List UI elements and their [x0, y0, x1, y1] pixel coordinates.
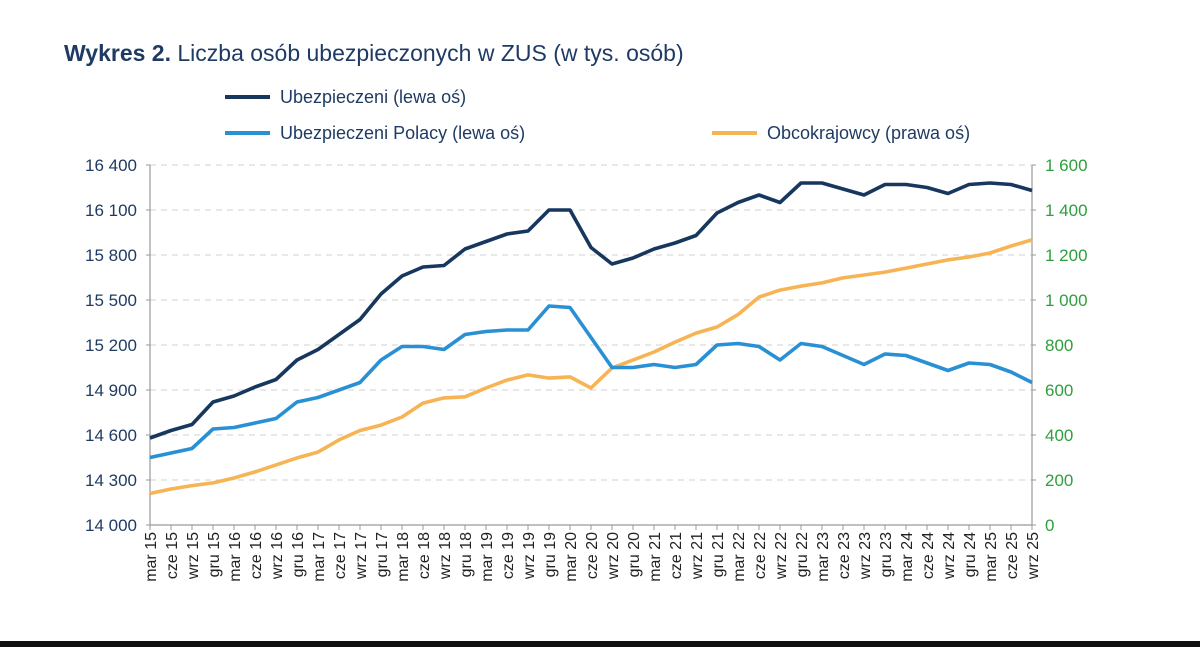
axes: 14 000 0 14 300 200 14 600 400 14 900 600 15 200…: [85, 156, 1088, 582]
x-axis-tick-label: gru 16: [290, 532, 307, 577]
x-axis-tick-label: wrz 24: [941, 532, 958, 580]
x-axis-tick-label: gru 21: [710, 532, 727, 577]
x-axis-tick-label: cze 21: [668, 532, 685, 579]
legend-label-series-ubezpieczeni: Ubezpieczeni (lewa oś): [280, 87, 466, 107]
x-axis-tick-label: cze 20: [584, 532, 601, 579]
x-axis-tick-label: gru 20: [626, 532, 643, 577]
x-axis-tick-label: mar 16: [227, 532, 244, 582]
left-axis-tick-label: 14 900: [85, 381, 137, 400]
x-axis-tick-label: wrz 20: [605, 532, 622, 580]
series-obcokrajowcy-line: [149, 238, 1033, 496]
x-axis-tick-label: gru 15: [206, 532, 223, 577]
series-polacy-group: [149, 304, 1033, 460]
left-axis-tick-label: 14 600: [85, 426, 137, 445]
x-axis-tick-label: mar 24: [899, 532, 916, 582]
right-axis-tick-label: 1 200: [1045, 246, 1088, 265]
x-axis-tick-label: cze 16: [248, 532, 265, 579]
gridlines: [150, 164, 1032, 481]
chart-title-text: Liczba osób ubezpieczonych w ZUS (w tys.…: [170, 40, 684, 66]
left-axis-tick-label: 14 000: [85, 516, 137, 535]
x-axis-tick-label: gru 17: [374, 532, 391, 577]
x-axis-tick-label: mar 17: [311, 532, 328, 582]
right-axis-tick-label: 0: [1045, 516, 1054, 535]
x-axis-tick-label: mar 20: [563, 532, 580, 582]
right-axis-tick-label: 200: [1045, 471, 1073, 490]
x-axis-tick-label: wrz 15: [185, 532, 202, 580]
x-axis-tick-label: wrz 19: [521, 532, 538, 580]
x-axis-tick-label: wrz 25: [1025, 532, 1042, 580]
x-axis-tick-label: mar 23: [815, 532, 832, 582]
x-axis-tick-label: cze 19: [500, 532, 517, 579]
x-axis-tick-label: gru 18: [458, 532, 475, 577]
x-axis-tick-label: wrz 23: [857, 532, 874, 580]
x-axis-tick-label: mar 25: [983, 532, 1000, 582]
x-axis-tick-label: wrz 21: [689, 532, 706, 580]
right-axis-tick-label: 1 600: [1045, 156, 1088, 175]
x-axis-tick-label: cze 15: [164, 532, 181, 579]
left-axis-tick-label: 15 500: [85, 291, 137, 310]
x-axis-tick-label: wrz 16: [269, 532, 286, 580]
x-axis-tick-label: mar 19: [479, 532, 496, 582]
chart-title-prefix: Wykres 2.: [64, 40, 171, 66]
series-obcokrajowcy-group: [149, 238, 1033, 496]
series-ubezpieczeni-line: [149, 181, 1033, 440]
x-axis-tick-label: cze 22: [752, 532, 769, 579]
x-axis-tick-label: gru 24: [962, 532, 979, 577]
legend-label-series-polacy: Ubezpieczeni Polacy (lewa oś): [280, 123, 525, 143]
series-lines: [149, 181, 1033, 496]
x-axis-tick-label: mar 15: [143, 532, 160, 582]
left-axis-tick-label: 16 400: [85, 156, 137, 175]
left-axis-tick-label: 15 800: [85, 246, 137, 265]
x-axis-tick-label: wrz 18: [437, 532, 454, 580]
right-axis-tick-label: 1 400: [1045, 201, 1088, 220]
x-axis-tick-label: cze 25: [1004, 532, 1021, 579]
x-axis-tick-label: mar 21: [647, 532, 664, 582]
x-axis-tick-label: gru 23: [878, 532, 895, 577]
legend-label-series-obcokrajowcy: Obcokrajowcy (prawa oś): [767, 123, 970, 143]
series-ubezpieczeni-group: [149, 181, 1033, 440]
x-axis-tick-label: mar 18: [395, 532, 412, 582]
right-axis-tick-label: 600: [1045, 381, 1073, 400]
right-axis-tick-label: 800: [1045, 336, 1073, 355]
x-axis-tick-label: cze 23: [836, 532, 853, 579]
right-axis-tick-label: 400: [1045, 426, 1073, 445]
left-axis-tick-label: 16 100: [85, 201, 137, 220]
x-axis-tick-label: gru 22: [794, 532, 811, 577]
left-axis-tick-label: 14 300: [85, 471, 137, 490]
left-axis-tick-label: 15 200: [85, 336, 137, 355]
chart-title: Wykres 2. Liczba osób ubezpieczonych w Z…: [64, 40, 684, 67]
x-axis-tick-label: cze 24: [920, 532, 937, 579]
x-axis-tick-label: mar 22: [731, 532, 748, 582]
bottom-bar: [0, 641, 1200, 647]
x-axis-tick-label: wrz 17: [353, 532, 370, 580]
legend: Ubezpieczeni (lewa oś) Ubezpieczeni Polac…: [225, 87, 970, 143]
x-axis-tick-label: cze 18: [416, 532, 433, 579]
right-axis-tick-label: 1 000: [1045, 291, 1088, 310]
x-axis-tick-label: gru 19: [542, 532, 559, 577]
x-axis-tick-label: wrz 22: [773, 532, 790, 580]
x-axis-tick-label: cze 17: [332, 532, 349, 579]
